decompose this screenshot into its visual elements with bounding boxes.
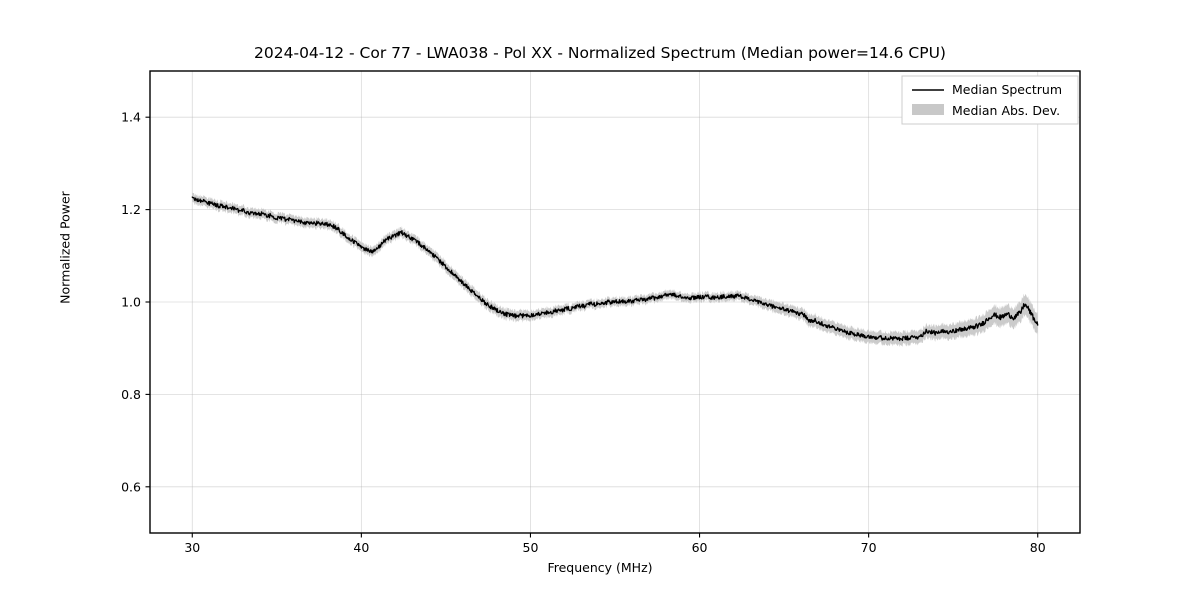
median-spectrum-line (191, 196, 1039, 342)
x-tick-label: 30 (184, 540, 200, 555)
x-tick-label: 50 (523, 540, 539, 555)
legend-label-median-abs-dev: Median Abs. Dev. (952, 103, 1060, 118)
x-tick-label: 70 (861, 540, 877, 555)
legend: Median Spectrum Median Abs. Dev. (901, 75, 1079, 125)
legend-label-median-spectrum: Median Spectrum (952, 82, 1062, 97)
y-tick-label: 0.8 (121, 387, 141, 402)
legend-swatch-median-abs-dev (912, 104, 944, 115)
mad-band-area (192, 192, 1038, 348)
x-tick-label: 40 (353, 540, 369, 555)
x-tick-label: 80 (1030, 540, 1046, 555)
y-tick-label: 1.2 (121, 202, 141, 217)
axis-ticks: 30 40 50 60 70 80 0.6 0.8 1.0 1.2 1.4 (121, 110, 1046, 555)
y-tick-label: 0.6 (121, 479, 141, 494)
legend-box (901, 75, 1079, 125)
y-tick-label: 1.0 (121, 295, 141, 310)
y-tick-label: 1.4 (121, 110, 141, 125)
plot-title: 2024-04-12 - Cor 77 - LWA038 - Pol XX - … (254, 44, 946, 62)
x-axis-label: Frequency (MHz) (547, 560, 653, 575)
y-axis-label: Normalized Power (57, 191, 73, 304)
x-tick-label: 60 (692, 540, 708, 555)
